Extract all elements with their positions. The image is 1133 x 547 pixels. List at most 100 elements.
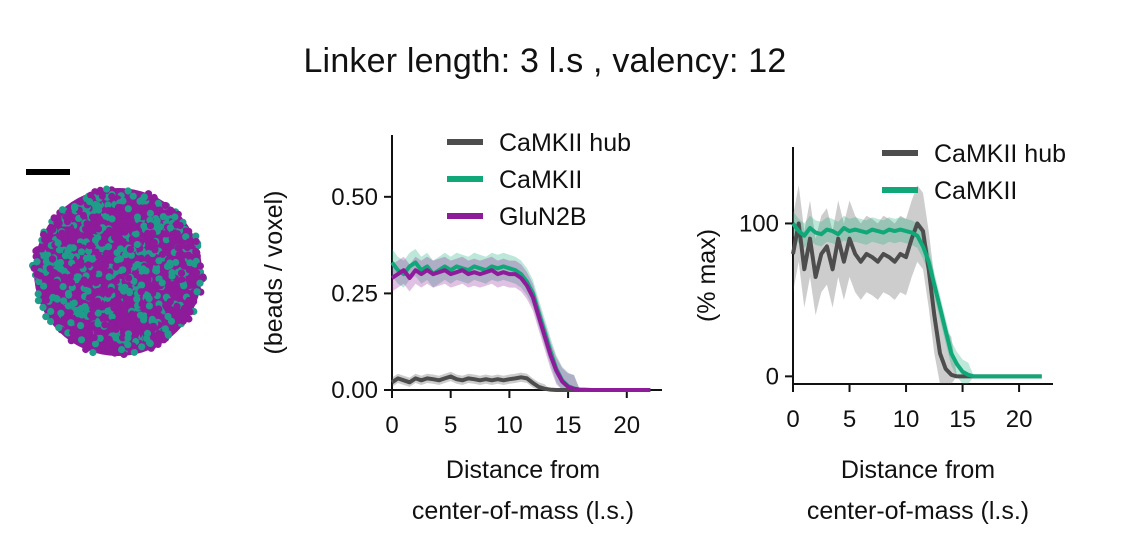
condensate-bead (87, 311, 95, 319)
condensate-bead (71, 204, 79, 212)
y-tick-label: 0.50 (331, 184, 378, 211)
condensate-bead (149, 285, 157, 294)
condensate-bead (173, 230, 181, 238)
condensate-bead (144, 229, 152, 237)
x-tick-label: 0 (786, 406, 799, 433)
condensate-bead (138, 300, 146, 308)
condensate-bead (137, 281, 145, 289)
condensate-bead (155, 305, 163, 313)
condensate-bead (39, 230, 48, 239)
condensate-bead (117, 321, 125, 329)
condensate-bead (87, 191, 95, 199)
condensate-bead (118, 346, 126, 354)
condensate-bead (128, 235, 136, 243)
condensate-bead (77, 322, 85, 330)
condensate-bead (172, 292, 180, 300)
condensate-bead (82, 345, 90, 354)
x-tick-label: 20 (613, 412, 640, 439)
condensate-bead (70, 299, 78, 307)
condensate-bead (115, 308, 123, 316)
condensate-bead (94, 320, 102, 328)
condensate-bead (66, 309, 74, 317)
condensate-bead (96, 277, 104, 285)
condensate-bead (130, 224, 138, 232)
condensate-bead (146, 339, 154, 348)
condensate-bead (110, 304, 118, 312)
y-tick-label: 0 (766, 363, 779, 390)
condensate-bead (121, 212, 129, 220)
condensate-bead (185, 296, 193, 305)
condensate-bead (162, 236, 170, 244)
condensate-bead (133, 213, 142, 221)
condensate-bead (49, 226, 57, 234)
condensate-bead (32, 247, 40, 255)
condensate-bead (75, 242, 83, 250)
condensate-bead (159, 250, 167, 258)
condensate-bead (98, 192, 106, 200)
x-axis-title-line: center-of-mass (l.s.) (412, 497, 634, 525)
condensate-bead (125, 274, 133, 282)
condensate-bead (138, 343, 146, 351)
condensate-bead (64, 302, 72, 310)
condensate-bead (47, 307, 55, 315)
condensate-bead (71, 291, 79, 299)
condensate-bead (77, 336, 86, 344)
condensate-bead (127, 323, 135, 331)
condensate-bead (124, 341, 132, 349)
condensate-bead (104, 307, 112, 315)
condensate-bead (146, 222, 155, 230)
condensate-bead (161, 201, 169, 210)
condensate-bead (103, 185, 111, 193)
condensate-bead (183, 251, 192, 259)
condensate-bead (93, 327, 101, 335)
condensate-bead (162, 301, 170, 309)
condensate-bead (112, 325, 120, 333)
condensate-bead (176, 221, 184, 230)
condensate-bead (122, 295, 130, 303)
condensate-bead (47, 317, 55, 326)
condensate-bead (182, 233, 190, 241)
condensate-bead (111, 349, 119, 357)
condensate-bead (158, 279, 166, 287)
condensate-bead (56, 264, 65, 272)
condensate-bead (112, 277, 120, 285)
condensate-bead (58, 206, 67, 214)
condensate-bead (91, 236, 100, 244)
condensate-bead (86, 341, 94, 349)
condensate-bead (121, 283, 129, 291)
condensate-bead (55, 219, 63, 227)
condensate-bead (159, 269, 167, 277)
series-line-glun2b (390, 268, 651, 392)
condensate-bead (150, 193, 158, 202)
condensate-bead (42, 296, 51, 304)
condensate-bead (105, 256, 114, 264)
condensate-bead (80, 328, 89, 336)
condensate-bead (91, 340, 100, 348)
condensate-bead (180, 282, 188, 290)
condensate-bead (136, 197, 144, 205)
condensate-bead (121, 301, 129, 309)
condensate-bead (113, 249, 121, 257)
condensate-bead (185, 266, 193, 274)
x-tick-label: 15 (949, 406, 976, 433)
legend-label-glun2b: GluN2B (499, 203, 587, 231)
condensate-bead (77, 248, 86, 256)
condensate-bead (67, 279, 75, 287)
condensate-bead (128, 310, 136, 318)
condensate-bead (34, 297, 43, 305)
condensate-bead (54, 239, 62, 247)
condensate-bead (124, 205, 132, 213)
condensate-bead (141, 321, 149, 330)
condensate-bead (89, 269, 97, 277)
condensate-bead (89, 213, 97, 221)
condensate-bead (126, 245, 134, 253)
condensate-bead (66, 244, 74, 253)
condensate-bead (30, 264, 38, 272)
legend-label-camkii: CaMKII (934, 177, 1017, 205)
condensate-bead (104, 290, 112, 298)
condensate-bead (150, 239, 158, 247)
x-tick-label: 10 (496, 412, 523, 439)
condensate-bead (196, 279, 204, 287)
condensate-bead (57, 309, 65, 317)
x-axis-title-line: Distance from (446, 456, 600, 484)
